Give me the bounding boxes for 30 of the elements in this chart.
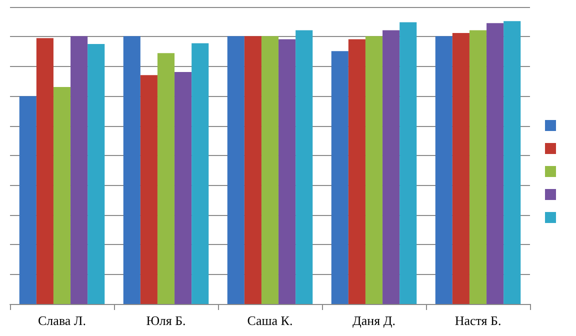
bar: [331, 51, 348, 304]
bar: [348, 39, 366, 304]
x-tick-label: Слава Л.: [38, 313, 86, 328]
bar: [435, 36, 452, 304]
bar: [192, 43, 209, 304]
bar: [278, 39, 296, 304]
bar: [53, 87, 71, 304]
bar: [19, 96, 36, 304]
bar: [123, 36, 140, 304]
x-tick-label: Юля Б.: [146, 313, 186, 328]
bar: [365, 36, 383, 304]
bar: [36, 38, 54, 304]
bar: [244, 36, 262, 304]
bar: [469, 30, 487, 304]
bar: [70, 36, 88, 304]
bar: [174, 72, 192, 304]
bar: [88, 44, 105, 304]
bar: [296, 30, 313, 304]
x-tick-label: Настя Б.: [454, 313, 502, 328]
bar: [452, 33, 470, 304]
bar: [261, 36, 279, 304]
bar: [157, 53, 175, 304]
x-tick-label: Даня Д.: [352, 313, 396, 328]
bar: [400, 22, 417, 304]
bar: [504, 21, 521, 304]
bar: [227, 36, 244, 304]
bar: [140, 75, 158, 304]
bar: [486, 23, 504, 304]
x-tick-label: Саша К.: [247, 313, 293, 328]
bar: [382, 30, 400, 304]
